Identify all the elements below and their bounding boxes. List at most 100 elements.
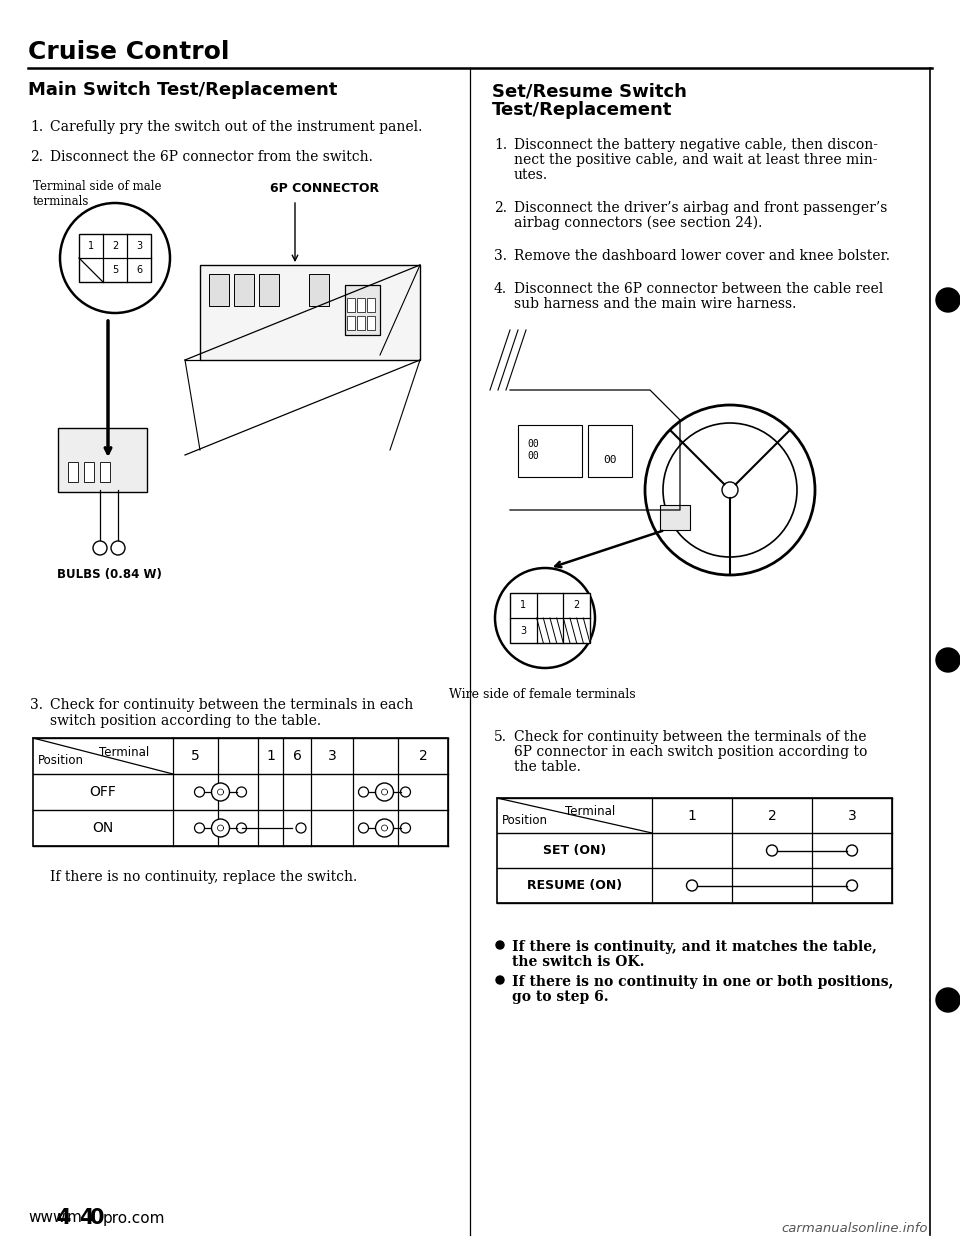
Text: BULBS (0.84 W): BULBS (0.84 W) (57, 568, 161, 581)
Text: 1: 1 (687, 809, 696, 822)
Text: If there is no continuity, replace the switch.: If there is no continuity, replace the s… (50, 869, 357, 884)
FancyBboxPatch shape (309, 274, 329, 306)
Text: 6P CONNECTOR: 6P CONNECTOR (270, 181, 379, 195)
Text: OFF: OFF (89, 785, 116, 799)
Bar (510, 592, 590, 643)
Text: 2: 2 (419, 749, 427, 763)
Text: 2.: 2. (494, 201, 507, 215)
Text: 2: 2 (112, 241, 118, 251)
Bar (79, 233, 151, 282)
Text: 5: 5 (191, 749, 200, 763)
Text: 4: 4 (56, 1208, 70, 1228)
Text: Test/Replacement: Test/Replacement (492, 101, 672, 119)
Text: Terminal: Terminal (564, 805, 615, 818)
FancyBboxPatch shape (234, 274, 254, 306)
Text: pro.com: pro.com (103, 1211, 165, 1226)
FancyBboxPatch shape (357, 315, 365, 330)
Text: nect the positive cable, and wait at least three min-: nect the positive cable, and wait at lea… (514, 153, 877, 166)
Text: 3: 3 (136, 241, 142, 251)
FancyBboxPatch shape (68, 462, 78, 482)
Circle shape (496, 941, 504, 949)
Text: 5: 5 (112, 265, 118, 274)
Text: 3: 3 (848, 809, 856, 822)
Circle shape (495, 568, 595, 668)
Circle shape (936, 648, 960, 672)
Text: Cruise Control: Cruise Control (28, 40, 229, 65)
FancyBboxPatch shape (367, 315, 375, 330)
FancyBboxPatch shape (100, 462, 110, 482)
FancyBboxPatch shape (347, 298, 355, 312)
FancyBboxPatch shape (518, 425, 582, 477)
FancyBboxPatch shape (58, 428, 147, 492)
Text: 0: 0 (90, 1208, 105, 1228)
FancyBboxPatch shape (345, 284, 380, 335)
Text: 1.: 1. (494, 138, 507, 152)
Circle shape (722, 482, 738, 498)
Text: Disconnect the driver’s airbag and front passenger’s: Disconnect the driver’s airbag and front… (514, 201, 887, 215)
Text: 00
00: 00 00 (527, 440, 539, 461)
Text: Check for continuity between the terminals in each: Check for continuity between the termina… (50, 698, 413, 712)
Circle shape (375, 782, 394, 801)
Text: www: www (28, 1211, 65, 1226)
Text: the table.: the table. (514, 760, 581, 774)
Text: 4.: 4. (494, 282, 507, 296)
Text: Disconnect the battery negative cable, then discon-: Disconnect the battery negative cable, t… (514, 138, 878, 152)
FancyBboxPatch shape (347, 315, 355, 330)
Text: Disconnect the 6P connector between the cable reel: Disconnect the 6P connector between the … (514, 282, 883, 296)
Text: 4: 4 (79, 1208, 93, 1228)
Circle shape (936, 288, 960, 312)
FancyBboxPatch shape (367, 298, 375, 312)
Text: 2: 2 (573, 600, 580, 611)
Text: Carefully pry the switch out of the instrument panel.: Carefully pry the switch out of the inst… (50, 120, 422, 134)
FancyBboxPatch shape (357, 298, 365, 312)
Text: 6: 6 (136, 265, 142, 274)
Text: switch position according to the table.: switch position according to the table. (50, 714, 322, 728)
Text: Check for continuity between the terminals of the: Check for continuity between the termina… (514, 730, 867, 744)
Text: carmanualsonline.info: carmanualsonline.info (781, 1221, 928, 1235)
Text: sub harness and the main wire harness.: sub harness and the main wire harness. (514, 297, 797, 310)
Text: m: m (67, 1211, 82, 1226)
Text: 1: 1 (266, 749, 275, 763)
Text: SET (ON): SET (ON) (542, 845, 606, 857)
Text: 3.: 3. (494, 248, 507, 263)
Bar (33, 738, 448, 846)
Text: Main Switch Test/Replacement: Main Switch Test/Replacement (28, 81, 337, 99)
Text: 1: 1 (88, 241, 94, 251)
Text: 2.: 2. (30, 150, 43, 164)
Text: 6P connector in each switch position according to: 6P connector in each switch position acc… (514, 745, 868, 759)
Text: ON: ON (92, 821, 113, 835)
Text: Terminal side of male
terminals: Terminal side of male terminals (33, 180, 161, 207)
Text: Wire side of female terminals: Wire side of female terminals (449, 688, 636, 700)
Text: 1: 1 (520, 600, 526, 611)
Circle shape (60, 202, 170, 313)
Text: 3: 3 (520, 626, 526, 636)
Circle shape (211, 782, 229, 801)
FancyBboxPatch shape (209, 274, 229, 306)
Circle shape (936, 987, 960, 1012)
Text: Remove the dashboard lower cover and knee bolster.: Remove the dashboard lower cover and kne… (514, 248, 890, 263)
Text: Set/Resume Switch: Set/Resume Switch (492, 83, 686, 101)
Text: 3.: 3. (30, 698, 43, 712)
Text: Position: Position (38, 754, 84, 768)
Text: the switch is OK.: the switch is OK. (512, 955, 644, 969)
Text: 2: 2 (768, 809, 777, 822)
Text: RESUME (ON): RESUME (ON) (527, 879, 622, 892)
Text: Position: Position (502, 814, 548, 827)
Circle shape (375, 818, 394, 837)
Text: Terminal: Terminal (99, 746, 149, 759)
Bar (497, 799, 892, 903)
FancyBboxPatch shape (84, 462, 94, 482)
FancyBboxPatch shape (588, 425, 632, 477)
Text: 6: 6 (293, 749, 301, 763)
Text: 1.: 1. (30, 120, 43, 134)
Circle shape (211, 818, 229, 837)
Circle shape (496, 976, 504, 984)
Text: airbag connectors (see section 24).: airbag connectors (see section 24). (514, 216, 762, 230)
FancyBboxPatch shape (259, 274, 279, 306)
Text: go to step 6.: go to step 6. (512, 990, 609, 1004)
Text: If there is no continuity in one or both positions,: If there is no continuity in one or both… (512, 975, 894, 989)
Text: 00: 00 (603, 455, 616, 465)
FancyBboxPatch shape (200, 265, 420, 360)
Text: If there is continuity, and it matches the table,: If there is continuity, and it matches t… (512, 940, 876, 954)
FancyBboxPatch shape (660, 505, 690, 530)
